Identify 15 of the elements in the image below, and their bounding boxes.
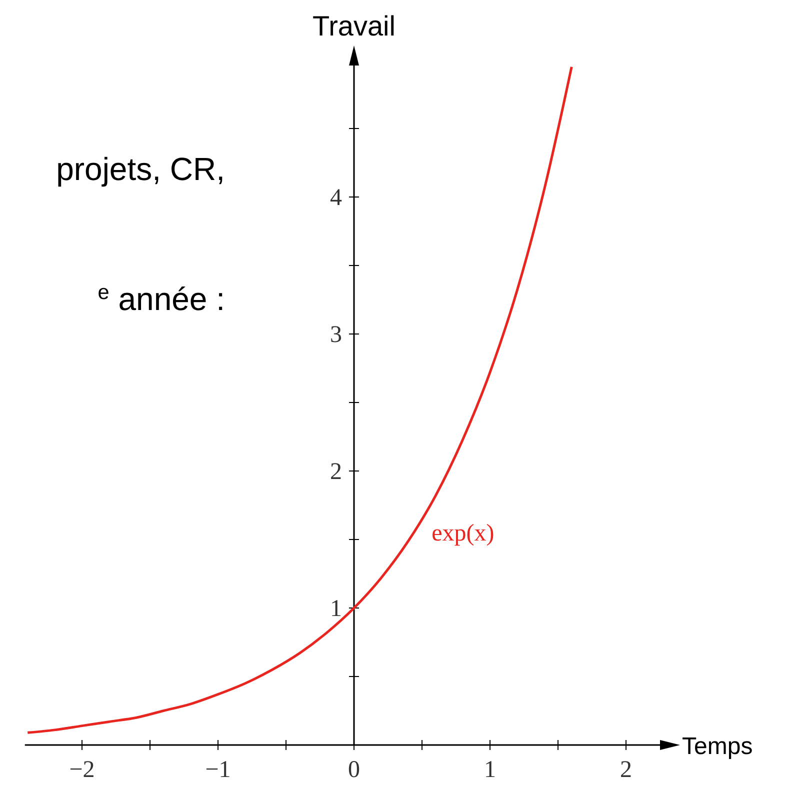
y-axis-title: Travail: [312, 10, 396, 42]
series-label: exp(x): [432, 520, 494, 547]
x-axis-title: Temps: [682, 733, 753, 760]
x-tick-label: −1: [205, 757, 231, 783]
line-series: [26, 66, 573, 734]
x-tick-label: −2: [69, 757, 95, 783]
x-tick-label: 0: [348, 757, 360, 783]
annotation: projets, CR,: [56, 151, 225, 187]
y-tick-label: 4: [330, 185, 342, 211]
y-tick-label: 3: [330, 322, 342, 348]
x-tick-label: 2: [620, 757, 632, 783]
x-tick-label: 1: [484, 757, 496, 783]
y-tick-label: 1: [330, 596, 342, 622]
y-tick-label: 2: [330, 459, 342, 485]
annotation: $^{e}$ année :: [98, 280, 225, 317]
